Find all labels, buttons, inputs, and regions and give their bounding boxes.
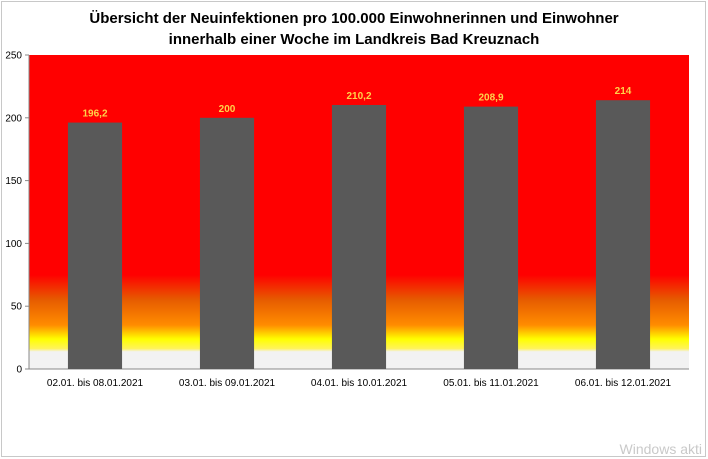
y-tick-label: 100 xyxy=(5,239,22,250)
bar xyxy=(331,104,387,369)
y-tick-label: 200 xyxy=(5,113,22,124)
x-axis-labels: 02.01. bis 08.01.2021 03.01. bis 09.01.20… xyxy=(47,378,672,389)
data-label: 214 xyxy=(615,86,632,97)
chart-title-line-2: innerhalb einer Woche im Landkreis Bad K… xyxy=(168,31,540,48)
chart-title-line-1: Übersicht der Neuinfektionen pro 100.000… xyxy=(89,10,619,27)
x-category-label: 04.01. bis 10.01.2021 xyxy=(311,378,408,389)
y-tick-label: 150 xyxy=(5,176,22,187)
data-label: 208,9 xyxy=(478,93,503,104)
bar xyxy=(67,122,123,369)
x-category-label: 05.01. bis 11.01.2021 xyxy=(443,378,539,389)
x-category-label: 03.01. bis 09.01.2021 xyxy=(179,378,276,389)
bars: 196,2 200 210,2 208,9 214 xyxy=(67,86,651,370)
data-label: 200 xyxy=(219,104,236,115)
bar xyxy=(199,117,255,369)
x-category-label: 02.01. bis 08.01.2021 xyxy=(47,378,144,389)
x-category-label: 06.01. bis 12.01.2021 xyxy=(575,378,672,389)
y-tick-label: 50 xyxy=(11,302,23,313)
windows-activation-watermark: Windows akti xyxy=(619,441,702,457)
y-tick-label: 0 xyxy=(16,365,22,376)
data-label: 210,2 xyxy=(346,91,371,102)
bar xyxy=(595,100,651,369)
bar xyxy=(463,106,519,370)
y-tick-label: 250 xyxy=(5,51,22,62)
data-label: 196,2 xyxy=(82,109,107,120)
chart-title: Übersicht der Neuinfektionen pro 100.000… xyxy=(0,8,708,50)
